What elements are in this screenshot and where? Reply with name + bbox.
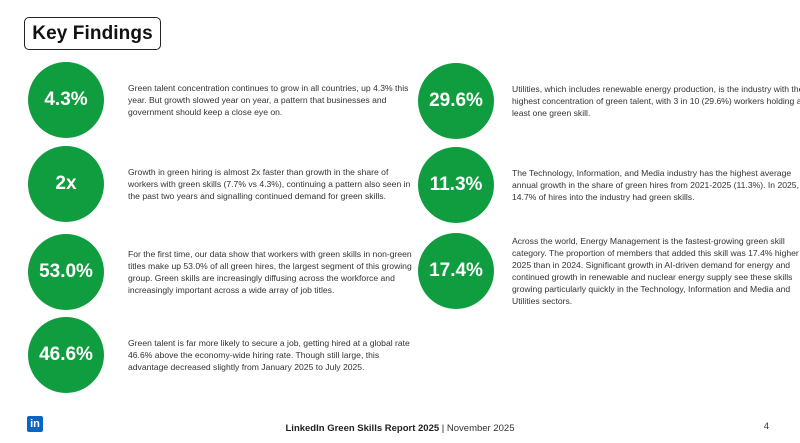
finding-text: Utilities, which includes renewable ener…: [512, 84, 800, 118]
finding-text: Growth in green hiring is almost 2x fast…: [128, 167, 411, 201]
stat-circle: 2x: [28, 146, 104, 222]
footer: LinkedIn Green Skills Report 2025 | Nove…: [0, 423, 800, 434]
stat-circle: 53.0%: [28, 234, 104, 310]
linkedin-logo-icon: in: [27, 416, 43, 432]
finding-53-0-percent: 53.0% For the first time, our data show …: [28, 234, 418, 310]
finding-text: For the first time, our data show that w…: [128, 249, 412, 295]
finding-29-6-percent: 29.6% Utilities, which includes renewabl…: [418, 63, 800, 139]
footer-report-title: LinkedIn Green Skills Report 2025: [285, 423, 440, 434]
stat-circle: 4.3%: [28, 62, 104, 138]
section-title-box: Key Findings: [24, 17, 161, 50]
stat-circle: 29.6%: [418, 63, 494, 139]
finding-text: Green talent is far more likely to secur…: [128, 338, 410, 372]
finding-17-4-percent: 17.4% Across the world, Energy Managemen…: [418, 233, 800, 309]
finding-11-3-percent: 11.3% The Technology, Information, and M…: [418, 147, 800, 223]
stat-circle: 11.3%: [418, 147, 494, 223]
stat-circle: 17.4%: [418, 233, 494, 309]
finding-4-3-percent: 4.3% Green talent concentration continue…: [28, 62, 418, 138]
page-title: Key Findings: [32, 22, 153, 44]
finding-46-6-percent: 46.6% Green talent is far more likely to…: [28, 317, 418, 393]
finding-text: Across the world, Energy Management is t…: [512, 236, 800, 306]
footer-separator: |: [439, 423, 447, 434]
footer-date: November 2025: [446, 423, 515, 434]
page-number: 4: [763, 421, 769, 432]
finding-2x: 2x Growth in green hiring is almost 2x f…: [28, 146, 418, 222]
stat-circle: 46.6%: [28, 317, 104, 393]
finding-text: The Technology, Information, and Media i…: [512, 168, 799, 202]
finding-text: Green talent concentration continues to …: [128, 83, 409, 117]
